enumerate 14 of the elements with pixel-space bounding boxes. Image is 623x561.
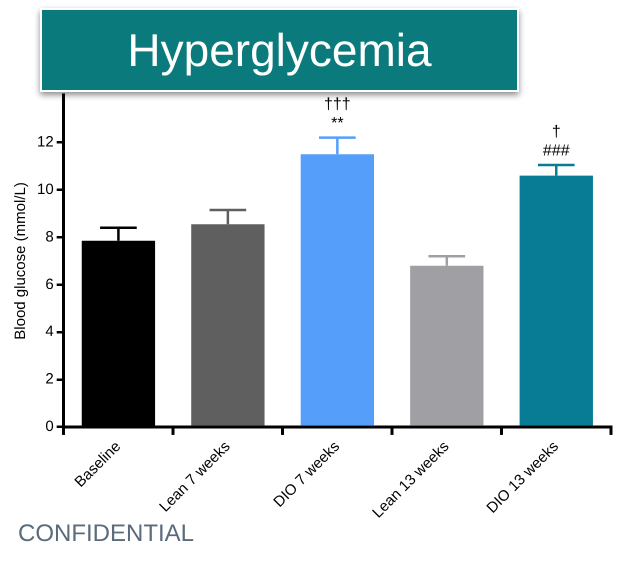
y-tick-label: 8 [45,228,54,246]
y-axis-title: Blood glucose (mmol/L) [12,182,30,340]
y-tick-label: 0 [45,418,54,436]
annotation: ** [331,115,344,132]
y-tick-label: 2 [45,370,54,388]
annotation: ### [542,142,570,160]
y-tick-label: 10 [36,180,54,198]
text: CONFIDENTIAL [18,520,194,548]
annotation: ††† [324,96,351,114]
chart-title: Hyperglycemia [40,8,519,92]
y-tick-label: 12 [36,134,54,151]
y-tick-label: 4 [45,323,54,340]
y-tick-label: 6 [45,276,54,293]
annotation: † [552,123,561,140]
